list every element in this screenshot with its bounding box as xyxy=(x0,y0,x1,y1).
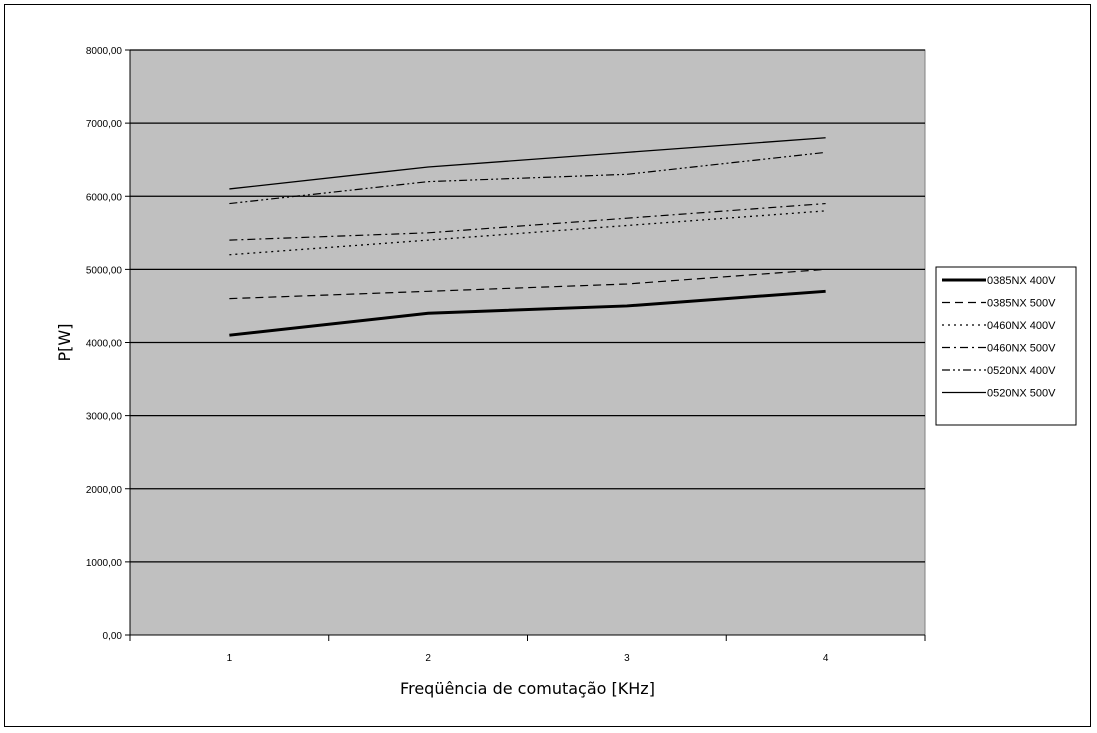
x-tick-label: 3 xyxy=(624,653,630,664)
legend-label: 0520NX 400V xyxy=(987,365,1056,377)
legend: 0385NX 400V 0385NX 500V 0460NX 400V 0460NX … xyxy=(935,266,1077,426)
legend-box xyxy=(935,266,1077,426)
x-tick-label: 2 xyxy=(425,653,431,664)
axes: 0,00 1000,00 2000,00 3000,00 4000,00 5000,00 6… xyxy=(86,46,926,664)
series-line-1 xyxy=(229,289,826,337)
legend-label: 0520NX 500V xyxy=(987,388,1056,400)
y-tick-label: 3000,00 xyxy=(86,412,123,423)
legend-label: 0460NX 400V xyxy=(987,320,1056,332)
y-tick-label: 8000,00 xyxy=(86,46,123,57)
y-axis-title: P[W] xyxy=(55,324,74,362)
y-tick-label: 2000,00 xyxy=(86,485,123,496)
gridlines xyxy=(130,49,925,563)
y-tick-label: 4000,00 xyxy=(86,339,123,350)
series-line-3 xyxy=(229,210,826,256)
series-line-2 xyxy=(229,268,826,300)
series-lines xyxy=(229,137,826,337)
legend-label: 0385NX 400V xyxy=(987,275,1056,287)
y-tick-label: 6000,00 xyxy=(86,192,123,203)
legend-label: 0385NX 500V xyxy=(987,298,1056,310)
y-tick-label: 5000,00 xyxy=(86,265,123,276)
x-tick-label: 1 xyxy=(227,653,233,664)
x-tick-label: 4 xyxy=(823,653,829,664)
x-axis-title: Freqüência de comutação [KHz] xyxy=(400,679,655,698)
series-line-6 xyxy=(229,137,826,190)
series-line-5 xyxy=(229,151,826,205)
y-tick-label: 0,00 xyxy=(103,631,123,642)
y-tick-label: 7000,00 xyxy=(86,119,123,130)
y-tick-label: 1000,00 xyxy=(86,558,123,569)
legend-label: 0460NX 500V xyxy=(987,343,1056,355)
